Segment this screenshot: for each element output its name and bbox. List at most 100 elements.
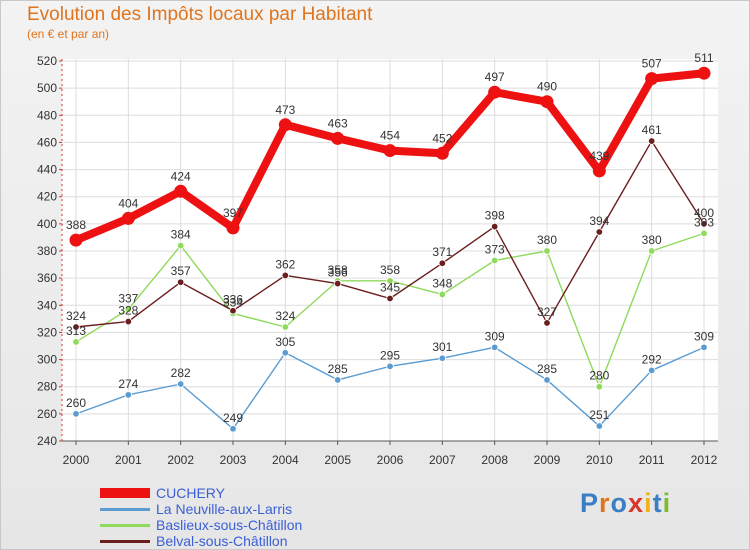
data-point xyxy=(333,279,342,288)
y-tick-labels: 240 260 280 300 320 340 360 380 400 420 440 460 480 5… xyxy=(37,54,57,448)
y-tick-label: 520 xyxy=(37,54,57,68)
data-point xyxy=(697,66,711,80)
data-point xyxy=(595,228,604,236)
data-point xyxy=(278,118,292,132)
data-point xyxy=(490,222,499,231)
data-label: 324 xyxy=(275,309,295,323)
y-tick-label: 340 xyxy=(37,298,57,312)
data-label: 337 xyxy=(118,291,138,305)
x-tick-label: 2001 xyxy=(115,453,142,467)
data-label: 400 xyxy=(694,206,714,220)
data-label: 380 xyxy=(642,233,662,247)
data-point xyxy=(386,362,394,371)
axes xyxy=(59,59,718,445)
data-point xyxy=(281,349,290,357)
data-point xyxy=(438,259,447,267)
chart-subtitle: (en € et par an) xyxy=(27,27,110,41)
data-label: 309 xyxy=(694,329,714,343)
data-label: 454 xyxy=(380,129,400,143)
data-point xyxy=(121,211,135,225)
data-point xyxy=(435,146,449,160)
y-tick-label: 440 xyxy=(37,163,57,177)
data-point xyxy=(331,131,345,145)
data-label: 388 xyxy=(66,218,86,232)
y-tick-label: 280 xyxy=(37,380,57,394)
y-tick-label: 240 xyxy=(37,434,57,448)
data-label: 439 xyxy=(589,149,609,163)
data-label: 345 xyxy=(380,281,400,295)
y-tick-label: 480 xyxy=(37,108,57,122)
legend-swatch xyxy=(100,488,150,498)
data-point xyxy=(647,247,656,255)
data-label: 249 xyxy=(223,411,243,425)
data-point xyxy=(700,220,708,228)
legend-label: La Neuville-aux-Larris xyxy=(156,501,293,517)
data-point xyxy=(543,319,551,327)
data-point xyxy=(438,290,447,299)
data-label: 393 xyxy=(694,215,714,229)
data-label: 348 xyxy=(432,276,452,290)
data-point xyxy=(229,425,237,433)
data-point xyxy=(543,247,551,255)
y-tick-label: 380 xyxy=(37,244,57,258)
x-tick-label: 2007 xyxy=(429,453,456,467)
logo-letter: o xyxy=(610,488,629,518)
data-label: 280 xyxy=(589,369,609,383)
data-point xyxy=(72,338,80,346)
data-label: 398 xyxy=(485,209,505,223)
data-label: 357 xyxy=(171,264,191,278)
data-point xyxy=(333,376,342,384)
y-tick-label: 400 xyxy=(37,217,57,231)
x-tick-label: 2005 xyxy=(324,453,351,467)
data-label: 309 xyxy=(485,329,505,343)
data-label: 380 xyxy=(537,233,557,247)
data-point xyxy=(281,271,290,280)
x-tick-label: 2000 xyxy=(63,453,90,467)
x-tick-label: 2011 xyxy=(639,453,665,467)
data-label: 373 xyxy=(485,243,505,257)
data-label: 301 xyxy=(432,340,452,354)
x-tick-label: 2004 xyxy=(272,453,299,467)
grid-lines xyxy=(62,59,718,442)
data-point xyxy=(72,410,80,418)
logo-letter: x xyxy=(628,488,645,518)
data-label: 424 xyxy=(171,169,191,183)
data-point xyxy=(281,323,290,331)
y-tick-label: 260 xyxy=(37,407,57,421)
data-label: 397 xyxy=(223,206,243,220)
data-label: 358 xyxy=(328,263,348,277)
data-point xyxy=(386,294,394,303)
data-label: 490 xyxy=(537,80,557,94)
data-label: 274 xyxy=(118,377,138,391)
x-tick-label: 2010 xyxy=(586,453,613,467)
data-point xyxy=(176,278,185,286)
data-label: 362 xyxy=(275,257,295,271)
data-label: 473 xyxy=(275,103,295,117)
data-label: 324 xyxy=(66,309,86,323)
data-point xyxy=(176,380,185,388)
data-point xyxy=(69,233,83,247)
data-label: 327 xyxy=(537,305,557,319)
data-label: 295 xyxy=(380,348,400,362)
logo-letter: r xyxy=(599,488,611,518)
data-point xyxy=(124,305,133,314)
data-label: 282 xyxy=(171,366,191,380)
data-point xyxy=(647,366,656,375)
x-tick-label: 2003 xyxy=(220,453,247,467)
data-label: 358 xyxy=(380,263,400,277)
data-label: 404 xyxy=(118,196,138,210)
data-label: 394 xyxy=(589,214,609,228)
data-point xyxy=(543,376,551,384)
data-label: 285 xyxy=(537,362,557,376)
x-tick-label: 2012 xyxy=(691,453,718,467)
data-labels: 260 274 282 249 305 285 295 301 309 285 251 292 309 3… xyxy=(66,51,714,425)
data-point xyxy=(72,323,80,331)
data-point xyxy=(174,184,188,198)
data-point xyxy=(124,317,133,326)
data-point xyxy=(488,85,502,99)
data-label: 452 xyxy=(432,131,452,145)
data-point xyxy=(700,343,708,352)
y-tick-label: 460 xyxy=(37,135,57,149)
data-label: 497 xyxy=(485,70,505,84)
